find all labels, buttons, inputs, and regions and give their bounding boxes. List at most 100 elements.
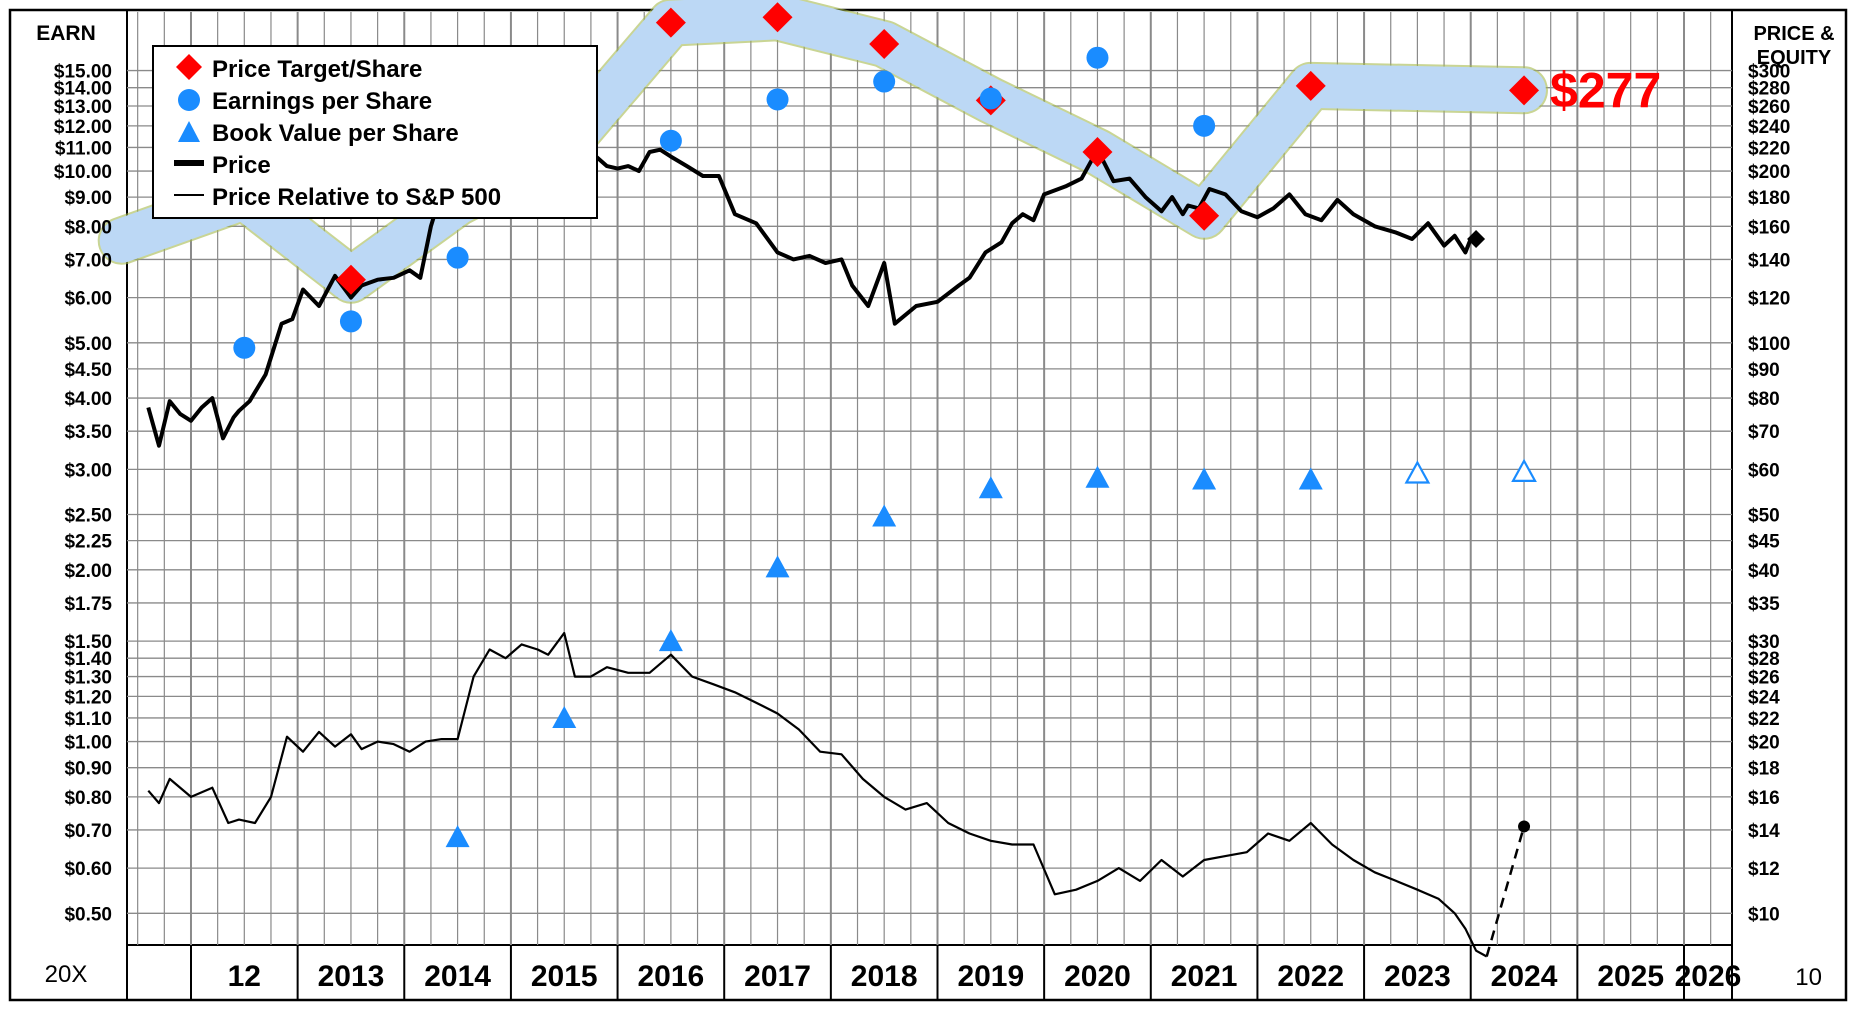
left-tick-label: $1.75 <box>64 594 112 615</box>
right-tick-label: $140 <box>1748 250 1790 271</box>
year-labels: 12 2013 2014 2015 2016 2017 2018 2019 2020 2021 20… <box>228 960 1742 993</box>
legend-label-book: Book Value per Share <box>212 120 459 147</box>
eps-point <box>873 70 896 93</box>
left-tick-label: $1.30 <box>64 668 112 689</box>
right-tick-label: $22 <box>1748 709 1780 730</box>
left-tick-label: $12.00 <box>54 117 112 138</box>
price-target-point <box>1082 136 1113 167</box>
left-tick-label: $8.00 <box>64 217 112 238</box>
left-tick-label: $4.50 <box>64 360 112 381</box>
book-value-point <box>1085 465 1110 488</box>
left-tick-label: $15.00 <box>54 62 112 83</box>
right-tick-label: $40 <box>1748 561 1780 582</box>
year-label: 2024 <box>1491 960 1558 993</box>
legend-thick-line-icon <box>174 160 204 166</box>
year-label: 2019 <box>957 960 1024 993</box>
left-axis-title: EARN <box>36 22 96 45</box>
right-tick-label: $90 <box>1748 360 1780 381</box>
left-tick-label: $9.00 <box>64 188 112 209</box>
right-tick-label: $120 <box>1748 289 1790 310</box>
right-tick-label: $28 <box>1748 649 1780 670</box>
year-label: 2016 <box>638 960 705 993</box>
right-tick-label: $18 <box>1748 759 1780 780</box>
eps-point <box>1086 46 1109 69</box>
eps-point <box>339 310 362 333</box>
left-tick-label: $1.10 <box>64 709 112 730</box>
eps-point <box>766 88 789 111</box>
book-value-point <box>658 629 683 652</box>
right-tick-label: $180 <box>1748 188 1790 209</box>
right-tick-label: $80 <box>1748 389 1780 410</box>
right-tick-label: $30 <box>1748 632 1780 653</box>
relative-projection-point <box>1518 820 1531 833</box>
book-value-point <box>872 504 897 527</box>
right-tick-label: $300 <box>1748 62 1790 83</box>
left-tick-label: $0.90 <box>64 759 112 780</box>
relative-line <box>147 631 1488 958</box>
right-tick-label: $24 <box>1748 687 1780 708</box>
book-value-point <box>1298 467 1323 490</box>
price-target-point <box>655 7 686 38</box>
corner-right-label: 10 <box>1795 964 1822 991</box>
left-tick-label: $0.80 <box>64 788 112 809</box>
left-tick-label: $7.00 <box>64 250 112 271</box>
year-label: 2020 <box>1064 960 1131 993</box>
corner-left-label: 20X <box>45 961 88 988</box>
price-target-point <box>335 264 366 295</box>
right-tick-label: $10 <box>1748 904 1780 925</box>
right-tick-label: $220 <box>1748 138 1790 159</box>
right-tick-label: $16 <box>1748 788 1780 809</box>
right-tick-label: $160 <box>1748 217 1790 238</box>
year-label: 2018 <box>851 960 918 993</box>
eps-point <box>1193 114 1216 137</box>
target-callout: $277 <box>1550 62 1661 118</box>
left-tick-label: $1.20 <box>64 687 112 708</box>
right-tick-label: $70 <box>1748 422 1780 443</box>
left-tick-label: $0.50 <box>64 904 112 925</box>
year-label: 2015 <box>531 960 598 993</box>
year-label: 2022 <box>1277 960 1344 993</box>
book-value-point <box>765 555 790 578</box>
left-tick-label: $0.70 <box>64 821 112 842</box>
left-tick-label: $6.00 <box>64 289 112 310</box>
legend-label-price: Price <box>212 152 271 179</box>
last-price-marker <box>1467 230 1486 249</box>
eps-point <box>659 129 682 152</box>
right-tick-label: $35 <box>1748 594 1780 615</box>
book-value-point <box>1192 467 1217 490</box>
year-label: 2013 <box>318 960 385 993</box>
right-tick-label: $26 <box>1748 668 1780 689</box>
left-tick-label: $1.00 <box>64 733 112 754</box>
year-label: 2023 <box>1384 960 1451 993</box>
right-tick-label: $100 <box>1748 334 1790 355</box>
right-tick-label: $14 <box>1748 821 1780 842</box>
price-target-point <box>1509 75 1540 106</box>
left-tick-label: $3.50 <box>64 422 112 443</box>
legend-diamond-icon <box>176 54 202 80</box>
book-value-point <box>552 705 577 728</box>
year-label: 2021 <box>1171 960 1238 993</box>
left-tick-label: $10.00 <box>54 162 112 183</box>
eps-point <box>233 336 256 359</box>
left-tick-label: $2.00 <box>64 561 112 582</box>
left-tick-label: $2.50 <box>64 506 112 527</box>
right-tick-label: $280 <box>1748 79 1790 100</box>
left-tick-label: $2.25 <box>64 532 112 553</box>
left-tick-label: $14.00 <box>54 79 112 100</box>
year-label: 2026 <box>1675 960 1742 993</box>
price-target-point <box>869 28 900 59</box>
book-value-point <box>978 476 1003 499</box>
right-axis-title-line1: PRICE & <box>1753 23 1834 45</box>
legend-triangle-icon <box>178 121 200 142</box>
legend-circle-icon <box>178 89 200 111</box>
book-value-point <box>445 825 470 848</box>
year-label: 2017 <box>744 960 811 993</box>
right-axis-title-line2: EQUITY <box>1757 47 1832 69</box>
left-tick-label: $1.50 <box>64 632 112 653</box>
left-tick-label: $1.40 <box>64 649 112 670</box>
left-tick-label: $4.00 <box>64 389 112 410</box>
legend-label-relative: Price Relative to S&P 500 <box>212 184 501 211</box>
right-tick-label: $200 <box>1748 162 1790 183</box>
right-tick-label: $260 <box>1748 97 1790 118</box>
